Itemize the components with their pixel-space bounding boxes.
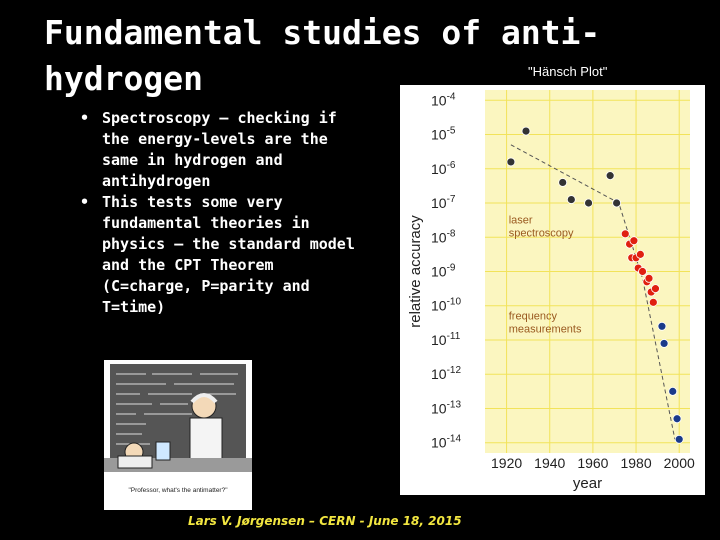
y-tick-label: 10-12 — [431, 365, 461, 382]
y-tick-label: 10-6 — [431, 160, 456, 177]
footer-text: Lars V. Jørgensen – CERN - June 18, 2015 — [188, 514, 462, 528]
bullet-item: • Spectroscopy – checking if the energy-l… — [80, 108, 362, 192]
chart-caption: "Hänsch Plot" — [528, 64, 608, 79]
x-tick-label: 1980 — [620, 455, 651, 471]
x-tick-label: 1940 — [534, 455, 565, 471]
y-tick-label: 10-11 — [431, 331, 461, 348]
frequency-data-point — [659, 339, 669, 348]
frequency-data-point — [672, 414, 682, 424]
x-tick-label: 1920 — [491, 455, 522, 471]
bullet-item: • This tests some very fundamental theori… — [80, 192, 362, 318]
x-axis-ticks: 1920 1940 1960 1980 2000 — [491, 455, 695, 471]
bullet-dot-icon: • — [80, 193, 90, 211]
y-tick-label: 10-10 — [431, 297, 461, 314]
laser-data-point — [635, 249, 645, 259]
laser-data-point — [648, 297, 658, 307]
frequency-data-point — [668, 386, 678, 396]
y-tick-label: 10-7 — [431, 194, 456, 211]
professor-cartoon-illustration: "Professor, what's the antimatter?" — [104, 364, 252, 494]
beaker-icon — [155, 441, 171, 461]
y-tick-label: 10-9 — [431, 263, 456, 280]
cartoon-caption: "Professor, what's the antimatter?" — [128, 487, 228, 494]
x-tick-label: 1960 — [577, 455, 608, 471]
laser-data-point — [644, 273, 654, 283]
laser-data-point — [620, 229, 630, 239]
laser-data-point — [638, 267, 647, 276]
early-data-point — [612, 198, 622, 208]
lab-coat — [189, 417, 223, 463]
early-data-point — [566, 195, 576, 204]
y-tick-label: 10-5 — [431, 126, 456, 143]
bullet-list: • Spectroscopy – checking if the energy-l… — [80, 108, 362, 318]
professor-cartoon: "Professor, what's the antimatter?" — [104, 360, 252, 510]
early-data-point — [605, 171, 615, 181]
early-data-point — [584, 198, 593, 208]
bullet-text: This tests some very fundamental theorie… — [102, 193, 355, 316]
early-data-point — [506, 157, 516, 167]
y-tick-label: 10-13 — [431, 399, 461, 416]
laser-data-point — [651, 284, 660, 294]
early-data-point — [521, 126, 531, 136]
laser-data-point — [629, 236, 639, 246]
frequency-data-point — [674, 434, 684, 444]
x-tick-label: 2000 — [664, 455, 695, 471]
frequency-data-point — [657, 321, 667, 331]
y-tick-label: 10-4 — [431, 91, 456, 108]
hansch-plot: 1920 1940 1960 1980 2000 10-410-510-610-710-… — [407, 90, 695, 492]
annotations: laser spectroscopy frequency measurements — [509, 215, 582, 336]
annotation-label: frequency measurements — [509, 310, 582, 335]
y-tick-label: 10-14 — [431, 434, 461, 451]
chart-panel: 1920 1940 1960 1980 2000 10-4 10-5 10-6 10-7 10-… — [400, 85, 705, 495]
y-axis-label: relative accuracy — [407, 215, 424, 328]
annotation-label: laser spectroscopy — [509, 215, 574, 240]
x-axis-label: year — [573, 475, 602, 492]
y-axis-ticks: 10-4 10-5 10-6 10-7 10-8 10-9 10-10 10-11 10-12 1… — [431, 91, 461, 450]
bullet-dot-icon: • — [80, 109, 90, 127]
y-tick-label: 10-8 — [431, 228, 456, 245]
data-points — [506, 126, 684, 444]
bullet-text: Spectroscopy – checking if the energy-le… — [102, 109, 337, 190]
chalkboard-scribbles — [116, 373, 238, 445]
slide-title: Fundamental studies of anti-hydrogen — [44, 13, 601, 98]
early-data-point — [558, 178, 568, 187]
